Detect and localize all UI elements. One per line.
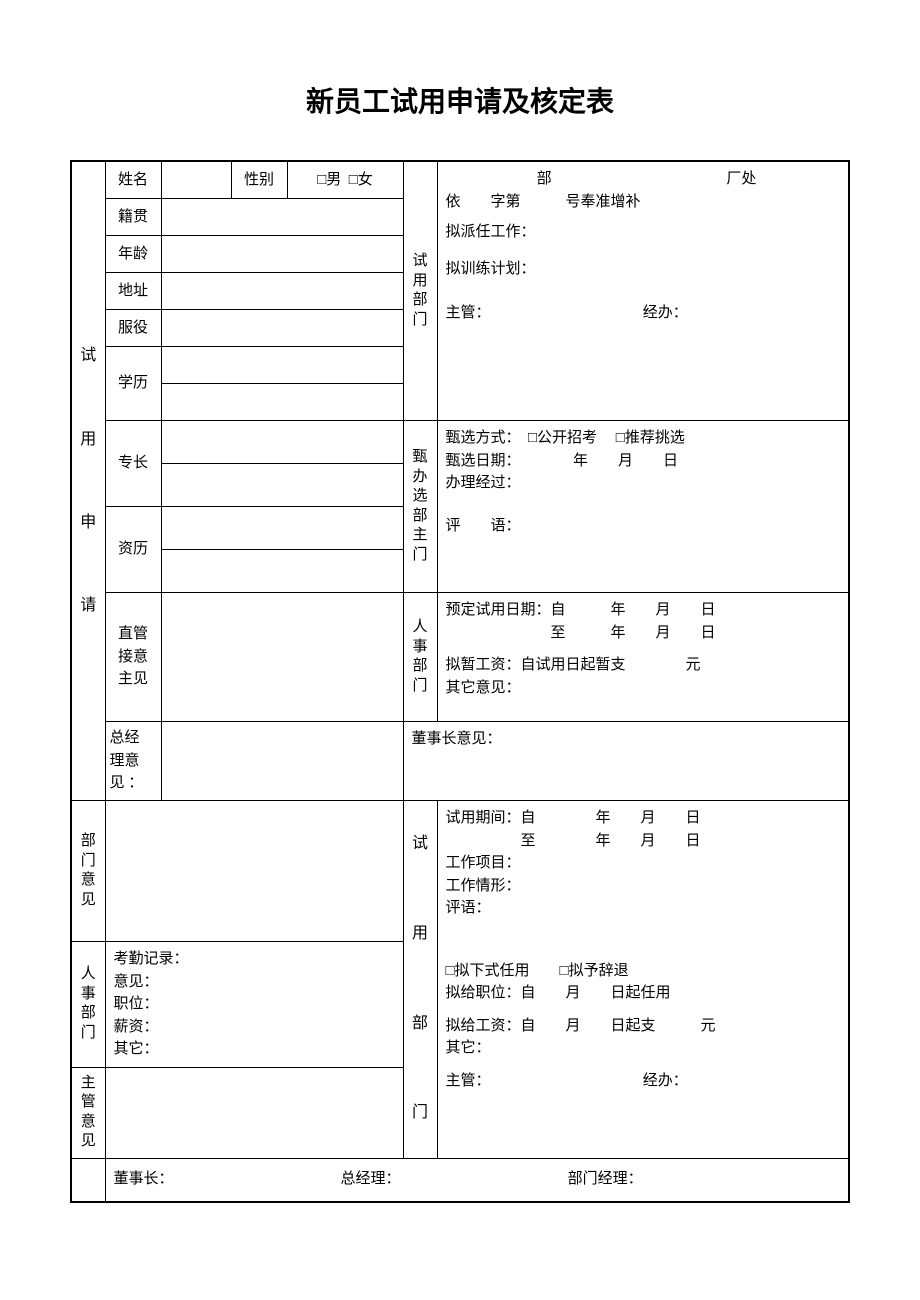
military-label: 服役 [105,310,161,347]
education-value-2 [161,384,403,421]
selection-dept-label: 甄办 选部 主门 [403,421,437,593]
direct-supervisor-label: 直管 接意 主见 [105,593,161,722]
experience-value-2 [161,550,403,593]
gender-value: □男 □女 [287,161,403,199]
hr-dept-content: 预定试用日期：自 年 月 日 至 年 月 日 拟暂工资：自试用日起暂支 元 其它… [437,593,849,722]
address-value [161,273,403,310]
gender-label: 性别 [231,161,287,199]
chairman-opinion-content: 董事长意见： [403,722,849,801]
page-title: 新员工试用申请及核定表 [70,80,850,120]
origin-value [161,199,403,236]
trial-dept2-content: 试用期间：自 年 月 日 至 年 月 日 工作项目： 工作情形： 评语： □拟下… [437,801,849,1159]
specialty-label: 专长 [105,421,161,507]
trial-dept-label: 试 用 部 门 [403,161,437,421]
hr-dept2-label: 人 事 部 门 [71,942,105,1068]
gm-opinion-content [161,722,403,801]
supervisor-opinion-content [105,1067,403,1158]
dept-opinion-content [105,801,403,942]
education-value-1 [161,347,403,384]
name-value [161,161,231,199]
trial-dept-content: 部厂处 依 字第 号奉准增补 拟派任工作： 拟训练计划： 主管：经办： [437,161,849,421]
specialty-value-2 [161,464,403,507]
male-checkbox[interactable]: □男 [317,169,341,192]
specialty-value-1 [161,421,403,464]
address-label: 地址 [105,273,161,310]
footer-row: 董事长： 总经理： 部门经理： [105,1158,849,1202]
age-value [161,236,403,273]
selection-dept-content: 甄选方式： □公开招考 □推荐挑选 甄选日期： 年 月 日 办理经过： 评 语： [437,421,849,593]
gm-opinion-label: 总经 理意 见 ： [105,722,161,801]
hr-dept2-content: 考勤记录： 意见： 职位： 薪资： 其它： [105,942,403,1068]
trial-dept2-label: 试 用 部 门 [403,801,437,1159]
name-label: 姓名 [105,161,161,199]
military-value [161,310,403,347]
trial-apply-label: 试 用 申 请 [71,161,105,801]
direct-supervisor-content [161,593,403,722]
footer-blank [71,1158,105,1202]
dept-opinion-label: 部 门 意 见 [71,801,105,942]
age-label: 年龄 [105,236,161,273]
form-table: 试 用 申 请 姓名 性别 □男 □女 试 用 部 门 部厂处 依 字第 号奉准… [70,160,850,1203]
female-checkbox[interactable]: □女 [349,169,373,192]
experience-value-1 [161,507,403,550]
education-label: 学历 [105,347,161,421]
hr-dept-label: 人 事 部 门 [403,593,437,722]
origin-label: 籍贯 [105,199,161,236]
experience-label: 资历 [105,507,161,593]
supervisor-opinion-label: 主 管 意 见 [71,1067,105,1158]
